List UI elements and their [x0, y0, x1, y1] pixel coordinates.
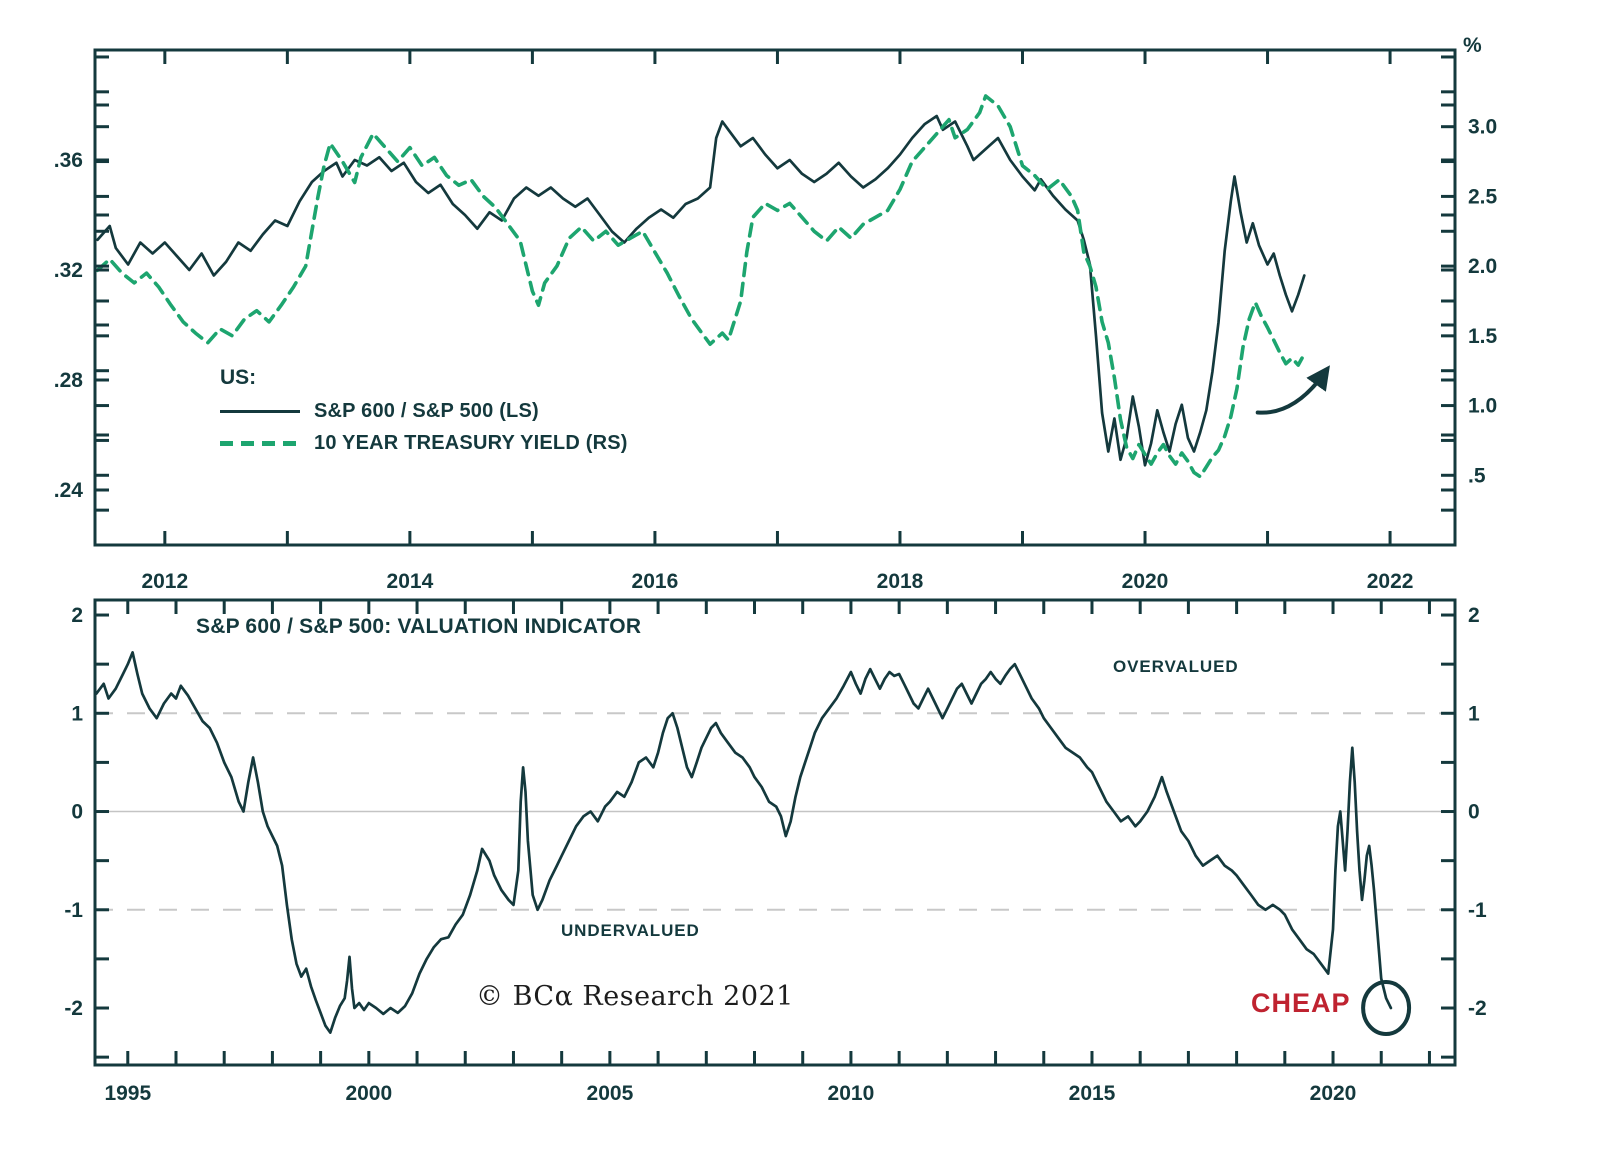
axis-tick-label: 2022 — [1367, 570, 1414, 593]
axis-tick-label: .24 — [54, 479, 84, 502]
cheap-circle — [1361, 980, 1412, 1036]
axis-tick-label: 2012 — [141, 570, 188, 593]
series-line-ratio — [96, 114, 1306, 467]
axis-tick-label: 2000 — [345, 1082, 392, 1105]
right-axis-unit-label: % — [1463, 34, 1482, 57]
axis-tick-label: 2.0 — [1468, 255, 1497, 278]
watermark: © BCα Research 2021 — [476, 981, 794, 1012]
legend-group-label: US: — [220, 366, 257, 389]
axis-tick-label: 2015 — [1069, 1082, 1116, 1105]
legend-label-yield: 10 YEAR TREASURY YIELD (RS) — [314, 432, 628, 454]
axis-tick-label: 2018 — [877, 570, 924, 593]
trend-arrow — [1255, 365, 1330, 415]
series-line-yield — [95, 94, 1307, 479]
axis-tick-label: 1 — [1468, 702, 1480, 725]
panel-frame — [93, 48, 1457, 547]
solid-line-swatch — [220, 410, 300, 413]
axis-tick-label: -1 — [64, 899, 83, 922]
axis-tick-label: 1.0 — [1468, 395, 1497, 418]
annotation-undervalued: UNDERVALUED — [561, 921, 700, 940]
legend-label-ratio: S&P 600 / S&P 500 (LS) — [314, 400, 539, 422]
legend-item-yield: 10 YEAR TREASURY YIELD (RS) — [220, 432, 628, 455]
axis-tick-label: .32 — [54, 259, 83, 282]
axis-tick-label: 1995 — [104, 1082, 151, 1105]
axis-tick-label: 2010 — [828, 1082, 875, 1105]
axis-tick-label: 2020 — [1310, 1082, 1357, 1105]
axis-tick-label: -2 — [1468, 997, 1487, 1020]
panel-frame — [93, 598, 1457, 1067]
axis-tick-label: .5 — [1468, 464, 1486, 487]
axis-tick-label: 2.5 — [1468, 185, 1498, 208]
bottom-panel-title: S&P 600 / S&P 500: VALUATION INDICATOR — [196, 615, 642, 638]
dashed-line-swatch — [220, 441, 300, 446]
axis-tick-label: 2016 — [632, 570, 679, 593]
axis-tick-label: 1 — [71, 702, 83, 725]
axis-tick-label: 2 — [71, 604, 83, 627]
axis-tick-label: 0 — [71, 801, 83, 824]
axis-tick-label: 1.5 — [1468, 325, 1498, 348]
axis-tick-label: 2 — [1468, 604, 1480, 627]
legend: US: S&P 600 / S&P 500 (LS) 10 YEAR TREAS… — [220, 366, 628, 455]
axis-tick-label: 0 — [1468, 801, 1480, 824]
axis-tick-label: 3.0 — [1468, 116, 1497, 139]
axis-tick-label: -2 — [64, 997, 83, 1020]
legend-item-ratio: S&P 600 / S&P 500 (LS) — [220, 400, 628, 423]
axis-tick-label: 2014 — [387, 570, 434, 593]
axis-tick-label: 2005 — [587, 1082, 634, 1105]
axis-tick-label: .36 — [54, 149, 83, 172]
axis-tick-label: -1 — [1468, 899, 1487, 922]
axis-tick-label: 2020 — [1122, 570, 1169, 593]
series-line-valuation — [95, 651, 1393, 1034]
axis-tick-label: .28 — [54, 369, 84, 392]
annotation-cheap: CHEAP — [1251, 988, 1351, 1018]
annotation-overvalued: OVERVALUED — [1113, 657, 1239, 676]
